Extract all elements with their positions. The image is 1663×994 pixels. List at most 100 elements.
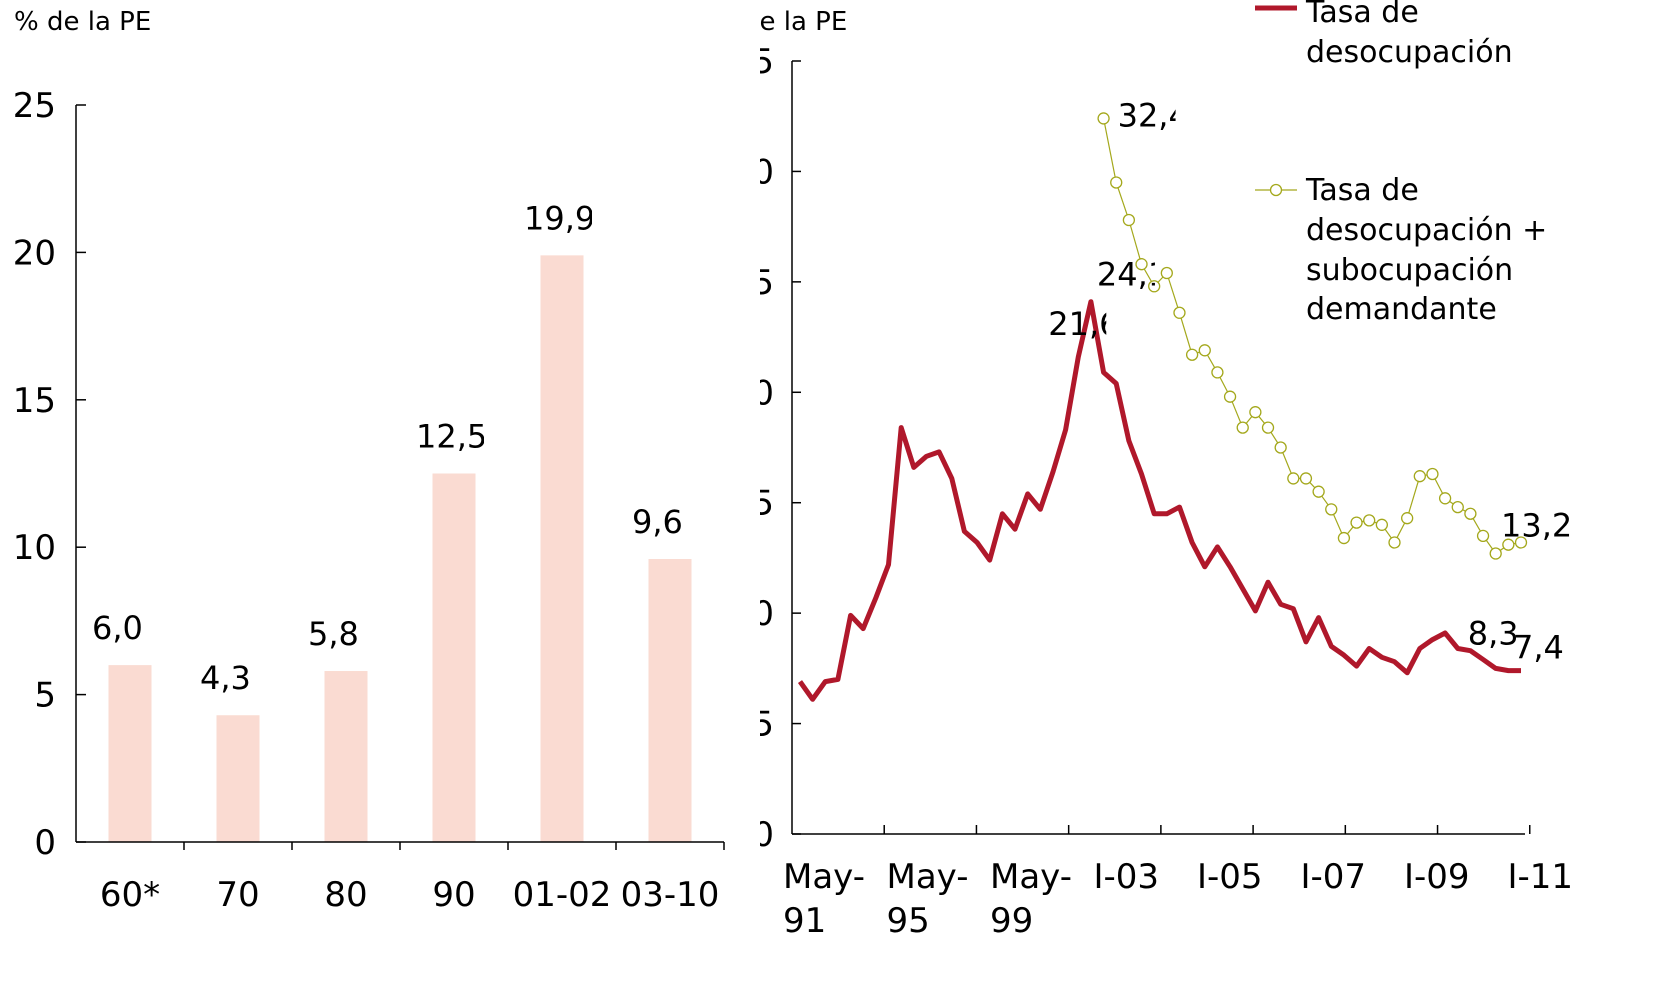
bar-03-10 (648, 558, 692, 842)
right-data-labels: 21,6 24,1 8,37,4 32,4 13,2 (1048, 96, 1572, 666)
series-point-unemployment-underemployment (1325, 503, 1338, 516)
right-x-tick-label: I-05 (1197, 857, 1263, 897)
legend-label-unemployment-underemployment-4: demandante (1306, 292, 1497, 327)
series-line-unemployment (797, 299, 1521, 702)
series-point-unemployment-underemployment (1388, 536, 1401, 549)
left-y-axis-ticks: 0 5 10 15 20 25 (13, 86, 86, 863)
series-point-unemployment-underemployment (1135, 258, 1148, 271)
left-category-label: 90 (432, 875, 475, 915)
right-x-tick-label: I-07 (1301, 857, 1367, 897)
left-category-label: 60* (100, 875, 160, 915)
right-series-group (797, 112, 1528, 702)
series-point-unemployment-underemployment (1489, 547, 1502, 560)
legend-marker-unemployment-underemployment (1269, 183, 1283, 197)
bar-90 (432, 473, 476, 842)
line-data-label: 8,3 (1468, 615, 1519, 653)
series-point-unemployment-underemployment (1198, 344, 1211, 357)
left-y-tick-label: 0 (34, 823, 56, 863)
left-bars (108, 255, 725, 850)
series-point-unemployment-underemployment (1299, 472, 1313, 485)
series-point-unemployment-underemployment (1426, 467, 1439, 481)
bar-80 (324, 671, 368, 842)
series-point-unemployment-underemployment (1401, 512, 1414, 525)
series-point-unemployment-underemployment (1173, 306, 1186, 319)
left-y-tick-label: 15 (13, 381, 56, 421)
line-data-label: 21,6 (1048, 305, 1119, 343)
bar-value-label: 12,5 (416, 418, 487, 456)
right-x-tick-label: I-11 (1508, 857, 1574, 897)
series-point-unemployment-underemployment (1375, 518, 1389, 531)
legend-label-unemployment-underemployment-1: Tasa de (1305, 173, 1419, 208)
legend-item-unemployment-underemployment: Tasa de desocupación + subocupación dema… (1255, 173, 1547, 327)
legend-label-unemployment-1: Tasa de (1305, 0, 1419, 30)
series-point-unemployment-underemployment (1312, 485, 1325, 498)
bar-value-label: 6,0 (92, 609, 143, 647)
right-y-tick-label: 25 (731, 263, 774, 303)
right-x-tick-label: 95 (887, 901, 930, 941)
series-point-unemployment-underemployment (1451, 500, 1464, 514)
right-x-tick-label: May- (990, 857, 1072, 897)
series-point-unemployment-underemployment (1211, 366, 1224, 379)
legend-label-unemployment-2: desocupación (1306, 35, 1513, 70)
right-x-tick-label: I-03 (1094, 857, 1160, 897)
right-y-tick-label: 20 (731, 373, 774, 413)
series-point-unemployment-underemployment (1148, 280, 1161, 293)
series-point-unemployment-underemployment (1097, 112, 1110, 125)
series-point-unemployment-underemployment (1223, 390, 1237, 403)
series-point-unemployment-underemployment (1274, 441, 1287, 454)
series-point-unemployment-underemployment (1185, 348, 1199, 361)
left-category-label: 03-10 (621, 875, 720, 915)
series-point-unemployment-underemployment (1122, 213, 1136, 227)
left-category-label: 70 (216, 875, 259, 915)
bar-value-label: 19,9 (524, 199, 595, 237)
left-y-tick-label: 10 (13, 528, 56, 568)
line-data-label: 24,1 (1097, 256, 1168, 294)
left-y-tick-label: 5 (34, 676, 56, 716)
left-y-tick-label: 25 (13, 86, 56, 126)
bar-60* (108, 665, 152, 842)
left-category-label: 01-02 (513, 875, 612, 915)
bar-value-label: 5,8 (308, 615, 359, 653)
series-point-unemployment-underemployment (1287, 472, 1300, 485)
line-data-label: 32,4 (1118, 96, 1189, 134)
left-y-tick-label: 20 (13, 233, 56, 273)
right-y-tick-label: 10 (731, 594, 774, 634)
line-data-label: 7,4 (1513, 629, 1564, 667)
right-x-tick-label: 91 (783, 901, 826, 941)
series-point-unemployment-underemployment (1363, 514, 1376, 527)
series-point-unemployment-underemployment (1236, 421, 1249, 434)
series-point-unemployment-underemployment (1110, 176, 1123, 189)
series-point-unemployment-underemployment (1438, 492, 1452, 505)
bar-value-label: 9,6 (632, 503, 683, 541)
left-value-labels: 6,0 4,3 5,8 12,5 19,9 9,6 (92, 199, 683, 695)
right-x-tick-label: 99 (990, 901, 1033, 941)
series-point-unemployment-underemployment (1249, 406, 1262, 419)
series-point-unemployment-underemployment (1413, 470, 1426, 483)
series-point-unemployment-underemployment (1502, 538, 1515, 551)
legend-label-unemployment-underemployment-2: desocupación + (1306, 213, 1547, 248)
series-point-unemployment-underemployment (1514, 536, 1528, 549)
right-y-tick-label: 5 (752, 705, 774, 745)
series-point-unemployment-underemployment (1160, 266, 1173, 280)
right-unit-label: % de la PE (710, 7, 847, 37)
right-x-tick-label: May- (887, 857, 969, 897)
line-data-label: 13,2 (1501, 506, 1572, 544)
left-category-label: 80 (324, 875, 367, 915)
left-category-labels: 60* 70 80 90 01-02 03-10 (100, 875, 720, 915)
series-point-unemployment-underemployment (1337, 531, 1351, 545)
right-y-tick-label: 35 (731, 42, 774, 82)
left-unit-label: % de la PE (14, 7, 151, 37)
bar-01-02 (540, 255, 584, 842)
series-line-unemployment-underemployment (1103, 118, 1522, 555)
legend: Tasa de desocupación Tasa de desocupació… (1255, 0, 1547, 327)
legend-item-unemployment: Tasa de desocupación (1255, 0, 1513, 70)
right-y-tick-label: 0 (752, 815, 774, 855)
legend-label-unemployment-underemployment-3: subocupación (1306, 253, 1513, 288)
bar-chart-decades: % de la PE 0 5 10 15 20 25 6,0 4,3 5,8 12,5 19,9 9… (13, 7, 725, 915)
series-point-unemployment-underemployment (1350, 516, 1363, 529)
right-y-axis-ticks: 0 5 10 15 20 25 30 35 (731, 42, 801, 855)
right-y-tick-label: 30 (731, 152, 774, 192)
